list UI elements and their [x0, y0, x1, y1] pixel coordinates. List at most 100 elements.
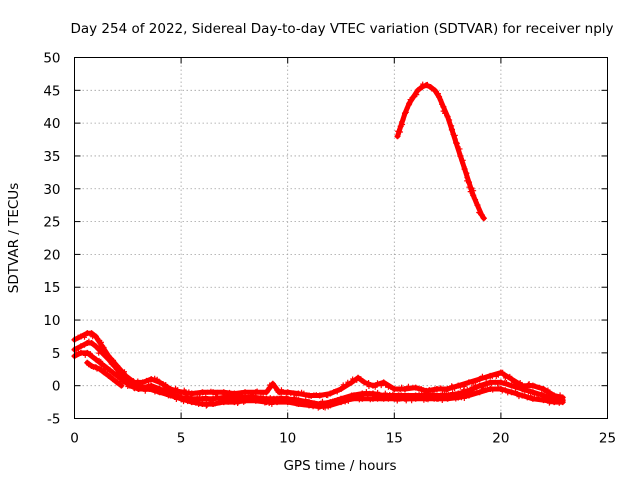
data-point	[423, 82, 430, 89]
data-point	[460, 160, 466, 166]
data-point	[537, 384, 543, 390]
data-point	[109, 376, 116, 383]
data-point	[139, 379, 146, 386]
data-point	[513, 389, 519, 395]
data-point	[269, 380, 276, 387]
data-point	[134, 381, 140, 387]
data-point	[444, 385, 451, 392]
data-point	[164, 384, 170, 390]
data-point	[146, 379, 152, 385]
data-point	[454, 140, 460, 146]
data-point	[291, 395, 297, 401]
data-point	[399, 384, 405, 390]
data-point	[318, 392, 324, 398]
data-point	[77, 349, 84, 356]
data-point	[156, 379, 163, 386]
data-point	[436, 93, 443, 100]
data-point	[383, 395, 389, 401]
data-point	[90, 354, 96, 360]
data-point	[88, 351, 94, 357]
data-point	[461, 395, 467, 401]
y-tick-label: 35	[43, 149, 60, 165]
data-point	[312, 403, 318, 409]
y-tick-label: 45	[43, 83, 60, 99]
data-point	[522, 392, 528, 398]
data-point	[92, 343, 99, 350]
data-point	[408, 97, 414, 103]
data-point	[508, 382, 515, 389]
data-point	[199, 395, 206, 402]
data-point	[452, 385, 458, 391]
y-tick-label: 40	[43, 116, 60, 132]
data-point	[489, 381, 495, 387]
data-point	[406, 100, 413, 107]
x-tick-label: 15	[386, 431, 403, 447]
data-point	[414, 395, 420, 401]
y-tick-label: 25	[43, 215, 60, 231]
data-point	[101, 344, 107, 350]
data-point	[473, 197, 479, 203]
data-point	[355, 374, 362, 381]
data-point	[348, 379, 355, 386]
data-point	[212, 401, 218, 407]
chart-title: Day 254 of 2022, Sidereal Day-to-day VTE…	[70, 21, 613, 37]
data-point	[412, 395, 419, 402]
data-point	[476, 389, 483, 396]
data-point	[400, 117, 406, 123]
data-point	[372, 384, 378, 390]
data-point	[316, 403, 323, 410]
data-point	[406, 385, 412, 391]
data-point	[103, 369, 109, 375]
data-point	[474, 202, 480, 208]
data-point	[291, 390, 297, 396]
data-point	[319, 398, 325, 404]
data-point	[479, 373, 485, 379]
data-point	[391, 395, 398, 402]
data-point	[114, 366, 121, 373]
data-point	[424, 81, 430, 87]
data-point	[84, 349, 91, 356]
data-point	[301, 390, 307, 396]
y-tick-label: 30	[43, 182, 60, 198]
data-point	[403, 109, 409, 115]
data-point	[394, 133, 401, 140]
data-point	[178, 389, 185, 396]
data-point	[142, 388, 148, 394]
data-point	[502, 387, 508, 393]
data-point	[471, 379, 477, 385]
data-point	[458, 395, 464, 401]
data-point	[118, 371, 124, 377]
data-point	[457, 384, 463, 390]
data-point	[121, 369, 127, 375]
data-point	[159, 389, 165, 395]
data-point	[540, 385, 547, 392]
data-point	[327, 390, 334, 397]
data-point	[469, 185, 475, 191]
data-point	[359, 390, 366, 397]
data-point	[306, 402, 313, 409]
data-point	[203, 403, 209, 409]
data-point	[409, 398, 415, 404]
data-point	[266, 400, 272, 406]
data-point	[204, 402, 210, 408]
data-point	[516, 394, 522, 400]
data-point	[188, 399, 195, 406]
series-lower-band	[71, 349, 566, 411]
data-point	[135, 378, 141, 384]
data-point	[118, 380, 124, 386]
data-point	[504, 379, 510, 385]
data-point	[403, 398, 409, 404]
data-point	[446, 118, 452, 124]
data-point	[495, 381, 501, 387]
data-point	[385, 396, 391, 402]
data-point	[88, 330, 95, 337]
data-point	[278, 397, 284, 403]
data-point	[344, 382, 350, 388]
data-point	[437, 97, 443, 103]
data-point	[118, 376, 125, 383]
data-point	[210, 395, 217, 402]
data-point	[412, 384, 419, 391]
y-tick-label: 10	[43, 313, 60, 329]
data-point	[233, 393, 239, 399]
